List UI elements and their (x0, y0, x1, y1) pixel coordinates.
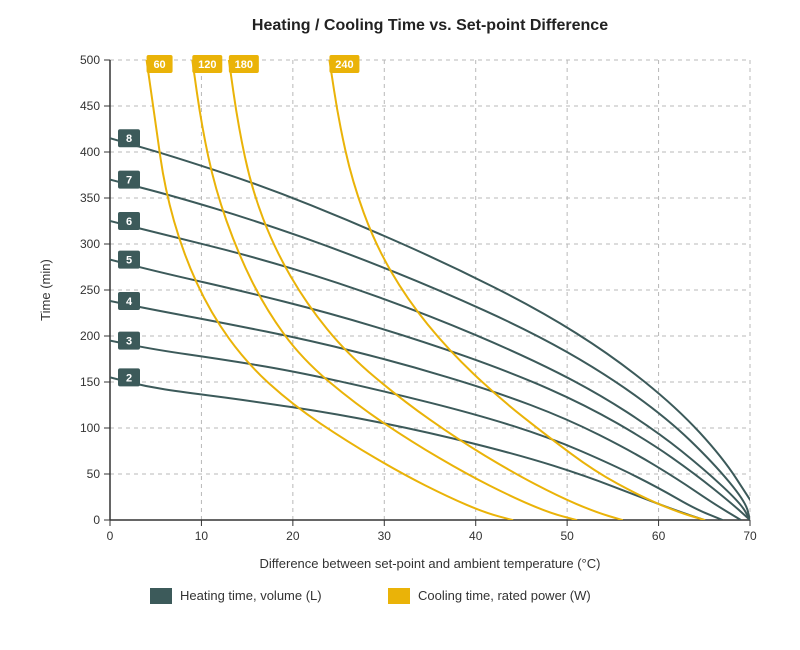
y-tick-label: 450 (80, 99, 100, 113)
heating-badge-7: 7 (118, 171, 140, 189)
heating-badge-2: 2 (118, 368, 140, 386)
heating-badge-5: 5 (118, 251, 140, 269)
cooling-badge-180: 180 (229, 55, 259, 73)
y-tick-label: 350 (80, 191, 100, 205)
chart-svg: Heating / Cooling Time vs. Set-point Dif… (0, 0, 800, 650)
x-tick-label: 50 (560, 529, 574, 543)
svg-text:240: 240 (335, 59, 353, 71)
legend-swatch-1 (388, 588, 410, 604)
svg-text:2: 2 (126, 372, 132, 384)
y-tick-label: 250 (80, 283, 100, 297)
chart-container: Heating / Cooling Time vs. Set-point Dif… (0, 0, 800, 650)
cooling-badge-120: 120 (192, 55, 222, 73)
heating-badge-8: 8 (118, 129, 140, 147)
x-tick-label: 30 (378, 529, 392, 543)
svg-text:4: 4 (126, 296, 133, 308)
svg-text:7: 7 (126, 175, 132, 187)
svg-text:60: 60 (153, 59, 165, 71)
x-tick-label: 10 (195, 529, 209, 543)
svg-text:8: 8 (126, 133, 132, 145)
x-tick-label: 0 (107, 529, 114, 543)
y-tick-label: 400 (80, 145, 100, 159)
y-tick-label: 150 (80, 375, 100, 389)
y-tick-label: 500 (80, 53, 100, 67)
y-tick-label: 0 (93, 513, 100, 527)
svg-text:6: 6 (126, 216, 132, 228)
y-tick-label: 100 (80, 421, 100, 435)
x-tick-label: 20 (286, 529, 300, 543)
chart-title: Heating / Cooling Time vs. Set-point Dif… (252, 17, 608, 34)
y-tick-label: 200 (80, 329, 100, 343)
svg-text:5: 5 (126, 255, 132, 267)
x-axis-label: Difference between set-point and ambient… (260, 556, 601, 571)
svg-text:3: 3 (126, 336, 132, 348)
cooling-badge-240: 240 (329, 55, 359, 73)
x-tick-label: 70 (743, 529, 757, 543)
legend-swatch-0 (150, 588, 172, 604)
x-tick-label: 40 (469, 529, 483, 543)
heating-badge-6: 6 (118, 212, 140, 230)
heating-badge-4: 4 (118, 292, 140, 310)
legend-label-1: Cooling time, rated power (W) (418, 588, 591, 603)
y-tick-label: 300 (80, 237, 100, 251)
y-tick-label: 50 (87, 467, 101, 481)
y-axis-label: Time (min) (38, 259, 53, 321)
cooling-badge-60: 60 (147, 55, 173, 73)
x-tick-label: 60 (652, 529, 666, 543)
legend-label-0: Heating time, volume (L) (180, 588, 322, 603)
heating-badge-3: 3 (118, 332, 140, 350)
svg-text:120: 120 (198, 59, 216, 71)
svg-text:180: 180 (235, 59, 253, 71)
